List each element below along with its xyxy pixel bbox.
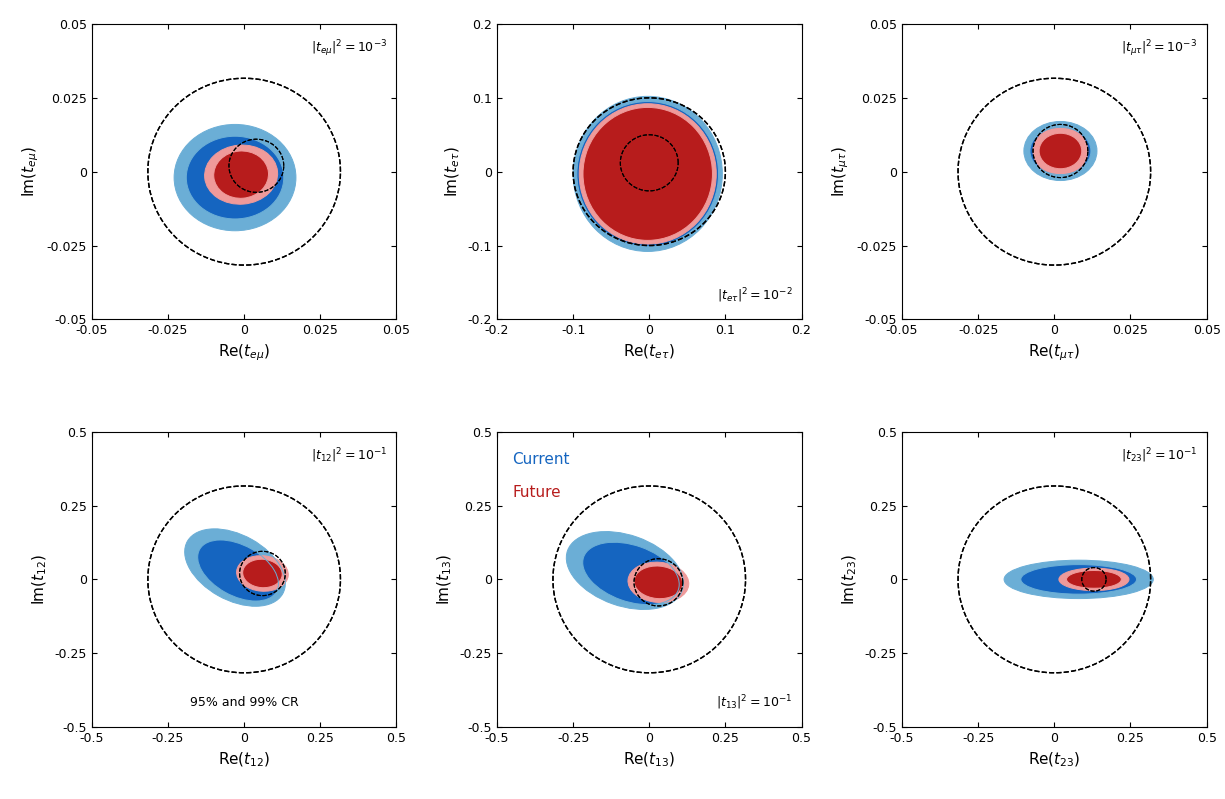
Ellipse shape (186, 137, 284, 219)
Ellipse shape (583, 543, 679, 605)
Ellipse shape (205, 145, 278, 205)
Text: Current: Current (512, 452, 570, 467)
Text: $|t_{\mu\tau}|^2 = 10^{-3}$: $|t_{\mu\tau}|^2 = 10^{-3}$ (1121, 38, 1198, 59)
X-axis label: Re$(t_{e\tau})$: Re$(t_{e\tau})$ (624, 343, 675, 361)
X-axis label: Re$(t_{\mu\tau})$: Re$(t_{\mu\tau})$ (1028, 343, 1080, 364)
X-axis label: Re$(t_{12})$: Re$(t_{12})$ (218, 750, 271, 769)
Ellipse shape (1020, 565, 1137, 594)
Text: $|t_{23}|^2 = 10^{-1}$: $|t_{23}|^2 = 10^{-1}$ (1121, 447, 1198, 465)
Text: Future: Future (512, 485, 561, 500)
Ellipse shape (1033, 127, 1088, 175)
Ellipse shape (566, 531, 684, 610)
X-axis label: Re$(t_{23})$: Re$(t_{23})$ (1028, 750, 1080, 769)
Ellipse shape (628, 562, 688, 602)
Ellipse shape (579, 104, 717, 244)
Y-axis label: Im$(t_{12})$: Im$(t_{12})$ (31, 554, 49, 605)
Ellipse shape (635, 566, 682, 598)
Ellipse shape (1024, 121, 1096, 181)
Ellipse shape (236, 555, 288, 591)
Y-axis label: Im$(t_{23})$: Im$(t_{23})$ (840, 554, 859, 605)
Y-axis label: Im$(t_{13})$: Im$(t_{13})$ (436, 554, 454, 605)
Y-axis label: Im$(t_{\mu\tau})$: Im$(t_{\mu\tau})$ (831, 146, 851, 197)
Ellipse shape (174, 125, 296, 231)
Ellipse shape (1039, 133, 1082, 169)
Y-axis label: Im$(t_{e\mu})$: Im$(t_{e\mu})$ (21, 146, 42, 197)
Text: $|t_{e\tau}|^2 = 10^{-2}$: $|t_{e\tau}|^2 = 10^{-2}$ (717, 286, 793, 304)
Ellipse shape (243, 559, 282, 588)
Text: 95% and 99% CR: 95% and 99% CR (190, 697, 299, 710)
Ellipse shape (1030, 127, 1091, 175)
Y-axis label: Im$(t_{e\tau})$: Im$(t_{e\tau})$ (443, 146, 462, 197)
Ellipse shape (213, 151, 268, 198)
X-axis label: Re$(t_{13})$: Re$(t_{13})$ (624, 750, 675, 769)
Ellipse shape (1058, 568, 1129, 590)
Text: $|t_{12}|^2 = 10^{-1}$: $|t_{12}|^2 = 10^{-1}$ (311, 447, 387, 465)
X-axis label: Re$(t_{e\mu})$: Re$(t_{e\mu})$ (218, 343, 271, 364)
Ellipse shape (1004, 560, 1153, 598)
Ellipse shape (583, 107, 713, 240)
Ellipse shape (1067, 570, 1121, 588)
Text: $|t_{e\mu}|^2 = 10^{-3}$: $|t_{e\mu}|^2 = 10^{-3}$ (311, 38, 387, 59)
Text: $|t_{13}|^2 = 10^{-1}$: $|t_{13}|^2 = 10^{-1}$ (717, 694, 793, 713)
Ellipse shape (185, 529, 285, 606)
Ellipse shape (577, 101, 719, 246)
Ellipse shape (573, 97, 723, 252)
Ellipse shape (197, 540, 278, 601)
